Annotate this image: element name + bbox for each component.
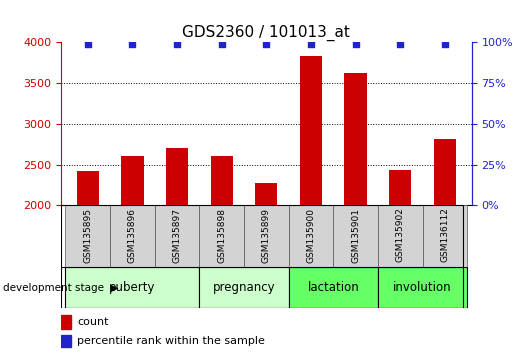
Bar [244, 205, 289, 267]
Bar [65, 205, 110, 267]
Text: count: count [77, 317, 109, 327]
Point [307, 41, 315, 47]
Bar [65, 267, 199, 308]
Text: GSM136112: GSM136112 [440, 207, 449, 263]
Text: pregnancy: pregnancy [213, 281, 275, 294]
Text: GSM135896: GSM135896 [128, 207, 137, 263]
Text: puberty: puberty [109, 281, 156, 294]
Text: GSM135897: GSM135897 [173, 207, 182, 263]
Bar [199, 205, 244, 267]
Text: GSM135895: GSM135895 [83, 207, 92, 263]
Bar [389, 170, 411, 205]
Bar [289, 267, 378, 308]
Text: GSM135901: GSM135901 [351, 207, 360, 263]
Bar [155, 205, 199, 267]
Point [173, 41, 181, 47]
Bar [166, 148, 188, 205]
Text: GSM135899: GSM135899 [262, 207, 271, 263]
Bar [76, 171, 99, 205]
Bar [110, 205, 155, 267]
Text: lactation: lactation [307, 281, 359, 294]
Title: GDS2360 / 101013_at: GDS2360 / 101013_at [182, 25, 350, 41]
Bar [422, 205, 467, 267]
Text: GSM135900: GSM135900 [306, 207, 315, 263]
Bar [61, 315, 71, 329]
Point [262, 41, 271, 47]
Bar [289, 205, 333, 267]
Bar [61, 335, 71, 347]
Bar [199, 267, 289, 308]
Bar [378, 205, 422, 267]
Point [84, 41, 92, 47]
Bar [344, 73, 367, 205]
Bar [255, 183, 278, 205]
Point [351, 41, 360, 47]
Point [128, 41, 137, 47]
Bar [333, 205, 378, 267]
Point [440, 41, 449, 47]
Bar [378, 267, 467, 308]
Bar [300, 56, 322, 205]
Text: percentile rank within the sample: percentile rank within the sample [77, 336, 265, 346]
Bar [434, 138, 456, 205]
Point [217, 41, 226, 47]
Bar [121, 156, 144, 205]
Text: GSM135898: GSM135898 [217, 207, 226, 263]
Text: development stage  ▶: development stage ▶ [3, 282, 118, 293]
Text: GSM135902: GSM135902 [396, 207, 405, 263]
Text: involution: involution [393, 281, 452, 294]
Point [396, 41, 404, 47]
Bar [210, 156, 233, 205]
